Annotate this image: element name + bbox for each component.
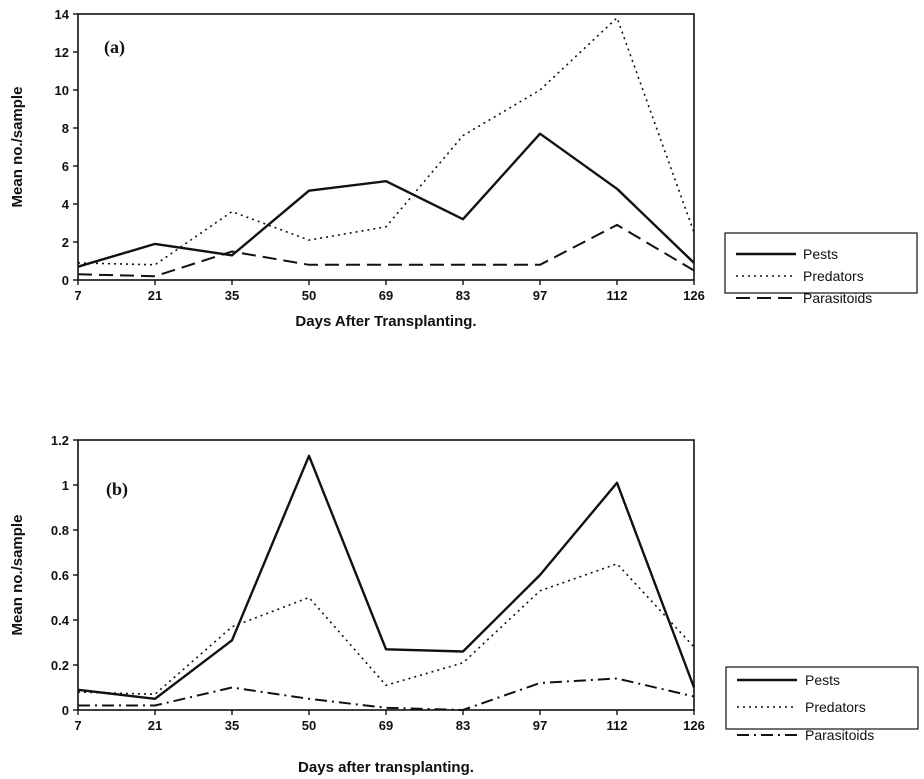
series-line-parasitoids (77, 223, 695, 278)
series-line-pests (77, 454, 696, 700)
legend-box (724, 232, 918, 294)
y-tick-label: 1 (62, 478, 69, 493)
series-line-pests (77, 132, 695, 268)
panel-label: (a) (104, 37, 125, 58)
x-tick-label: 97 (533, 718, 547, 733)
x-tick-label: 69 (379, 718, 393, 733)
x-tick-label: 69 (379, 288, 393, 303)
x-tick-label: 50 (302, 288, 316, 303)
x-tick-label: 126 (683, 288, 705, 303)
legend-label-predators: Predators (803, 268, 864, 284)
y-tick-label: 0.6 (51, 568, 69, 583)
x-tick-label: 21 (148, 718, 162, 733)
y-tick-label: 6 (62, 159, 69, 174)
y-tick-label: 1.2 (51, 433, 69, 448)
y-tick-label: 10 (55, 83, 69, 98)
y-tick-label: 0 (62, 703, 69, 718)
y-tick-label: 14 (55, 7, 70, 22)
x-tick-label: 83 (456, 718, 470, 733)
chart-panel-b: 0 0.2 0.4 0.6 0.8 1 1.2 7 21 35 50 69 83 97 112 126 (b) D… (9, 433, 919, 776)
x-tick-label: 126 (683, 718, 705, 733)
y-axis-title: Mean no./sample (9, 515, 26, 636)
y-tick-label: 0.8 (51, 523, 69, 538)
y-tick-label: 0.2 (51, 658, 69, 673)
x-tick-label: 35 (225, 288, 239, 303)
legend-label-pests: Pests (805, 672, 840, 688)
series-line-parasitoids (78, 677, 695, 711)
y-tick-label: 8 (62, 121, 69, 136)
panel-label: (b) (106, 479, 128, 500)
x-tick-label: 21 (148, 288, 162, 303)
x-tick-label: 83 (456, 288, 470, 303)
legend-label-pests: Pests (803, 246, 838, 262)
plot-area-frame (77, 439, 695, 711)
chart-panel-a: 0 2 4 6 8 10 12 14 7 21 35 50 69 83 97 112 126 (a) Days Af… (9, 7, 918, 330)
y-tick-label: 0.4 (51, 613, 70, 628)
legend-box (725, 666, 919, 730)
legend: Pests Predators Parasitoids (724, 232, 918, 306)
x-axis-title: Days After Transplanting. (295, 313, 476, 330)
y-tick-label: 4 (62, 197, 70, 212)
legend-label-parasitoids: Parasitoids (805, 727, 874, 743)
x-tick-label: 7 (74, 718, 81, 733)
x-axis-title: Days after transplanting. (298, 759, 474, 776)
x-tick-label: 112 (607, 718, 628, 733)
legend-label-predators: Predators (805, 699, 866, 715)
x-tick-label: 97 (533, 288, 547, 303)
legend-label-parasitoids: Parasitoids (803, 290, 872, 306)
x-tick-label: 112 (607, 288, 628, 303)
y-axis-title: Mean no./sample (9, 87, 26, 208)
y-tick-label: 12 (55, 45, 69, 60)
plot-area-frame (77, 13, 695, 281)
y-tick-label: 0 (62, 273, 69, 288)
x-tick-label: 7 (74, 288, 81, 303)
x-tick-label: 50 (302, 718, 316, 733)
y-tick-label: 2 (62, 235, 69, 250)
series-line-predators (77, 562, 695, 696)
series-line-predators (77, 16, 695, 266)
legend: Pests Predators Parasitoids (725, 666, 919, 743)
x-tick-label: 35 (225, 718, 239, 733)
